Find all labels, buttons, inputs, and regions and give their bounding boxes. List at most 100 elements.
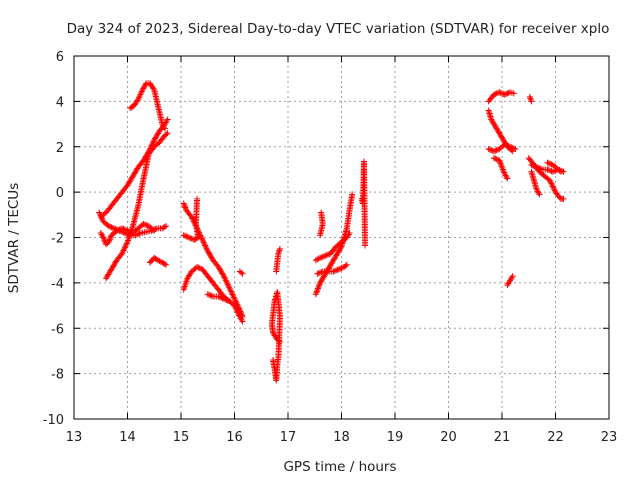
data-point: [194, 195, 201, 202]
data-point: [204, 246, 211, 253]
data-point: [230, 292, 237, 299]
data-point: [188, 214, 195, 221]
data-point: [106, 237, 113, 244]
data-point: [533, 164, 540, 171]
data-point: [139, 87, 146, 94]
axis-ticks: [73, 55, 610, 420]
data-point: [230, 294, 237, 301]
data-point: [528, 98, 535, 105]
data-point: [490, 91, 497, 98]
data-point: [337, 265, 344, 272]
data-point: [215, 293, 222, 300]
data-point: [187, 235, 194, 242]
data-point: [276, 245, 283, 252]
data-point: [314, 286, 321, 293]
data-point: [527, 95, 534, 102]
data-point: [343, 261, 350, 268]
data-point: [226, 284, 233, 291]
data-point: [180, 200, 187, 207]
data-point: [219, 295, 226, 302]
data-point: [493, 156, 500, 163]
data-point: [121, 226, 128, 233]
data-point: [317, 254, 324, 261]
data-point: [316, 282, 323, 289]
y-tick-label: -4: [51, 277, 64, 292]
data-point: [229, 291, 236, 298]
data-point: [499, 90, 505, 97]
data-point: [184, 233, 191, 240]
data-point: [135, 231, 142, 238]
data-point: [556, 167, 563, 174]
data-point: [105, 239, 112, 246]
data-point: [330, 268, 337, 275]
data-point: [108, 224, 115, 231]
data-point: [504, 90, 511, 97]
data-point: [528, 161, 535, 168]
data-point: [133, 231, 140, 238]
data-point: [486, 146, 493, 153]
x-tick-label: 14: [119, 430, 136, 445]
data-point: [535, 164, 542, 171]
data-point: [231, 295, 238, 302]
data-point: [335, 266, 342, 273]
data-point: [223, 278, 230, 285]
data-point: [315, 284, 322, 291]
data-point: [189, 215, 196, 222]
data-point: [362, 242, 369, 249]
data-point: [492, 91, 499, 98]
data-point: [119, 250, 126, 257]
data-point: [342, 262, 349, 269]
data-point: [222, 296, 229, 303]
data-point: [532, 163, 539, 170]
data-point: [231, 302, 238, 309]
data-point: [228, 290, 235, 297]
data-point: [202, 243, 209, 250]
y-tick-label: -8: [51, 368, 64, 383]
data-point: [225, 282, 232, 289]
data-point: [333, 267, 340, 274]
data-point: [334, 266, 341, 273]
y-tick-label: -6: [51, 322, 64, 337]
data-point: [490, 148, 497, 155]
data-point: [536, 191, 543, 198]
data-point: [220, 271, 227, 278]
data-point: [216, 294, 223, 301]
data-point: [228, 288, 235, 295]
data-point: [121, 244, 128, 251]
data-point: [123, 227, 130, 234]
data-point: [485, 146, 492, 153]
data-point: [318, 209, 325, 216]
data-point: [492, 147, 499, 154]
data-point: [346, 229, 353, 236]
data-point: [536, 165, 543, 172]
data-point: [544, 166, 551, 173]
data-point: [313, 289, 320, 296]
y-tick-label: -2: [51, 232, 64, 247]
data-point: [315, 255, 322, 262]
data-point: [551, 186, 558, 193]
data-point: [317, 269, 324, 276]
x-tick-label: 20: [440, 430, 457, 445]
data-point: [183, 233, 190, 240]
data-point: [109, 224, 116, 231]
data-point: [224, 281, 231, 288]
data-point: [547, 167, 554, 174]
data-point: [227, 287, 234, 294]
data-point: [136, 230, 143, 237]
data-point: [496, 89, 503, 96]
data-point: [557, 168, 564, 175]
data-point: [314, 285, 321, 292]
data-point: [560, 195, 567, 202]
x-axis-label: GPS time / hours: [283, 459, 396, 475]
data-point: [232, 297, 239, 304]
data-point: [100, 235, 107, 242]
data-point: [234, 309, 241, 316]
data-point: [204, 291, 211, 298]
data-point: [107, 234, 114, 241]
data-point: [314, 270, 321, 277]
data-point: [202, 242, 209, 249]
x-tick-label: 19: [387, 430, 404, 445]
data-point: [105, 223, 112, 230]
